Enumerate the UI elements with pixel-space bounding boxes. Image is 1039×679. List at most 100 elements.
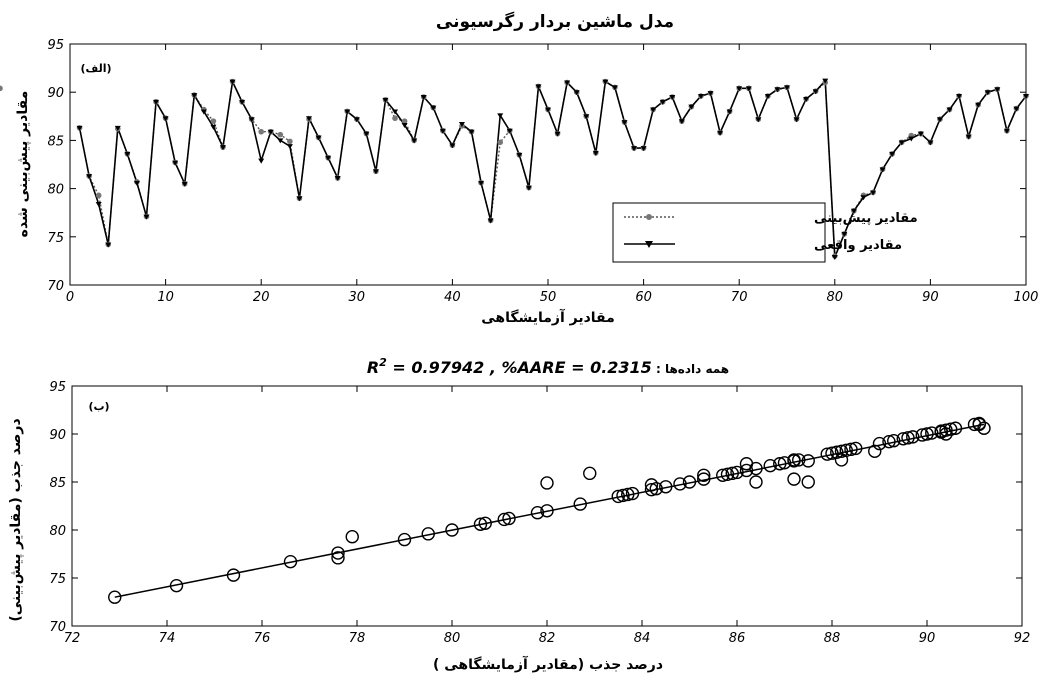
actual-point [219, 145, 226, 151]
actual-point [659, 99, 666, 105]
scatter-point [644, 478, 659, 492]
actual-point [831, 255, 838, 261]
scatter-point [906, 430, 920, 444]
actual-point [153, 99, 160, 105]
legend-predicted-label: مقادیر پیش‌بینی [814, 211, 918, 226]
predicted-point [258, 128, 265, 135]
top-y-tick-label: 75 [47, 231, 64, 246]
legend-predicted-marker [646, 214, 652, 220]
actual-point [621, 120, 628, 126]
scatter-point [331, 551, 345, 565]
actual-point [1003, 128, 1010, 134]
legend: مقادیر پیش‌بینی مقادیر واقعی [612, 202, 918, 263]
actual-point [946, 107, 953, 113]
actual-point [764, 94, 771, 100]
top-panel-label: (الف) [80, 62, 111, 75]
scatter-point [331, 546, 345, 560]
bottom-x-tick-label: 76 [254, 631, 271, 646]
actual-point [95, 202, 102, 208]
bottom-x-axis-label: درصد جذب (مقادیر آزمایشگاهی ) [433, 655, 663, 673]
bottom-y-tick-label: 85 [49, 476, 66, 491]
scatter-point [948, 421, 963, 435]
actual-point [717, 130, 724, 136]
chart-title: مدل ماشین بردار رگرسیونی [436, 11, 674, 32]
predicted-point [0, 85, 3, 92]
scatter-point [716, 468, 730, 482]
actual-point [449, 143, 456, 149]
actual-point [755, 117, 762, 123]
top-y-tick-label: 90 [47, 86, 64, 101]
actual-point [736, 86, 743, 92]
actual-point [678, 119, 685, 125]
bottom-y-tick-label: 95 [49, 380, 66, 395]
stats-line: R2 = 0.97942 , %AARE = 0.2315 : همه داده… [367, 356, 729, 377]
bottom-panel-label: (ب) [88, 400, 109, 413]
actual-point [76, 125, 83, 131]
actual-point [554, 131, 561, 137]
scatter-point [573, 497, 587, 511]
actual-point [956, 94, 963, 100]
scatter-point [839, 443, 853, 458]
actual-point [200, 109, 207, 115]
actual-point [688, 104, 695, 110]
actual-point [860, 195, 867, 201]
scatter-point [644, 482, 659, 497]
actual-point [458, 122, 465, 128]
scatter-point [730, 465, 744, 480]
actual-point [353, 117, 360, 123]
bottom-plot-frame [71, 385, 1023, 627]
actual-point [105, 242, 112, 248]
actual-point [334, 175, 341, 181]
actual-point [545, 107, 551, 113]
predicted-point [95, 192, 102, 199]
scatter-point [540, 504, 554, 518]
actual-point [898, 140, 905, 146]
scatter-point [283, 554, 298, 569]
scatter-point [226, 568, 241, 582]
actual-point [908, 136, 915, 142]
legend-actual-label: مقادیر واقعی [814, 238, 902, 253]
scatter-point [497, 512, 511, 527]
actual-point [812, 89, 819, 95]
legend-box [612, 202, 826, 263]
top-y-tick-label: 95 [47, 38, 64, 53]
scatter-point [108, 590, 122, 604]
scatter-point [820, 447, 834, 461]
actual-point [143, 214, 150, 220]
scatter-point [901, 431, 915, 445]
actual-point [286, 144, 293, 150]
stats-suffix: : همه داده‌ها [652, 362, 729, 376]
scatter-point [583, 466, 597, 481]
scatter-point [868, 444, 882, 458]
scatter-point [478, 516, 492, 530]
scatter-point [792, 453, 806, 467]
actual-point [640, 146, 647, 152]
actual-point [248, 117, 255, 123]
actual-point [239, 99, 246, 105]
actual-point [936, 117, 943, 123]
top-y-tick-label: 70 [47, 279, 64, 294]
scatter-point [749, 461, 763, 476]
actual-point [850, 208, 857, 214]
bottom-x-tick-label: 82 [539, 631, 556, 646]
actual-point [984, 90, 991, 96]
actual-point [841, 231, 848, 237]
actual-point [803, 96, 810, 102]
actual-point [86, 174, 93, 180]
scatter-point [169, 578, 184, 593]
scatter-point [649, 482, 663, 496]
actual-point [487, 218, 494, 224]
actual-point [372, 169, 379, 175]
actual-point [631, 146, 638, 152]
actual-point [516, 152, 523, 158]
actual-point [229, 79, 236, 85]
scatter-point [625, 486, 640, 501]
scatter-point [502, 511, 516, 526]
actual-point [745, 86, 752, 92]
predicted-point [287, 138, 293, 145]
scatter-point [777, 456, 792, 470]
scatter-point [849, 441, 863, 456]
top-x-tick-label: 10 [157, 290, 174, 305]
actual-point [325, 155, 332, 161]
actual-point [296, 196, 303, 202]
